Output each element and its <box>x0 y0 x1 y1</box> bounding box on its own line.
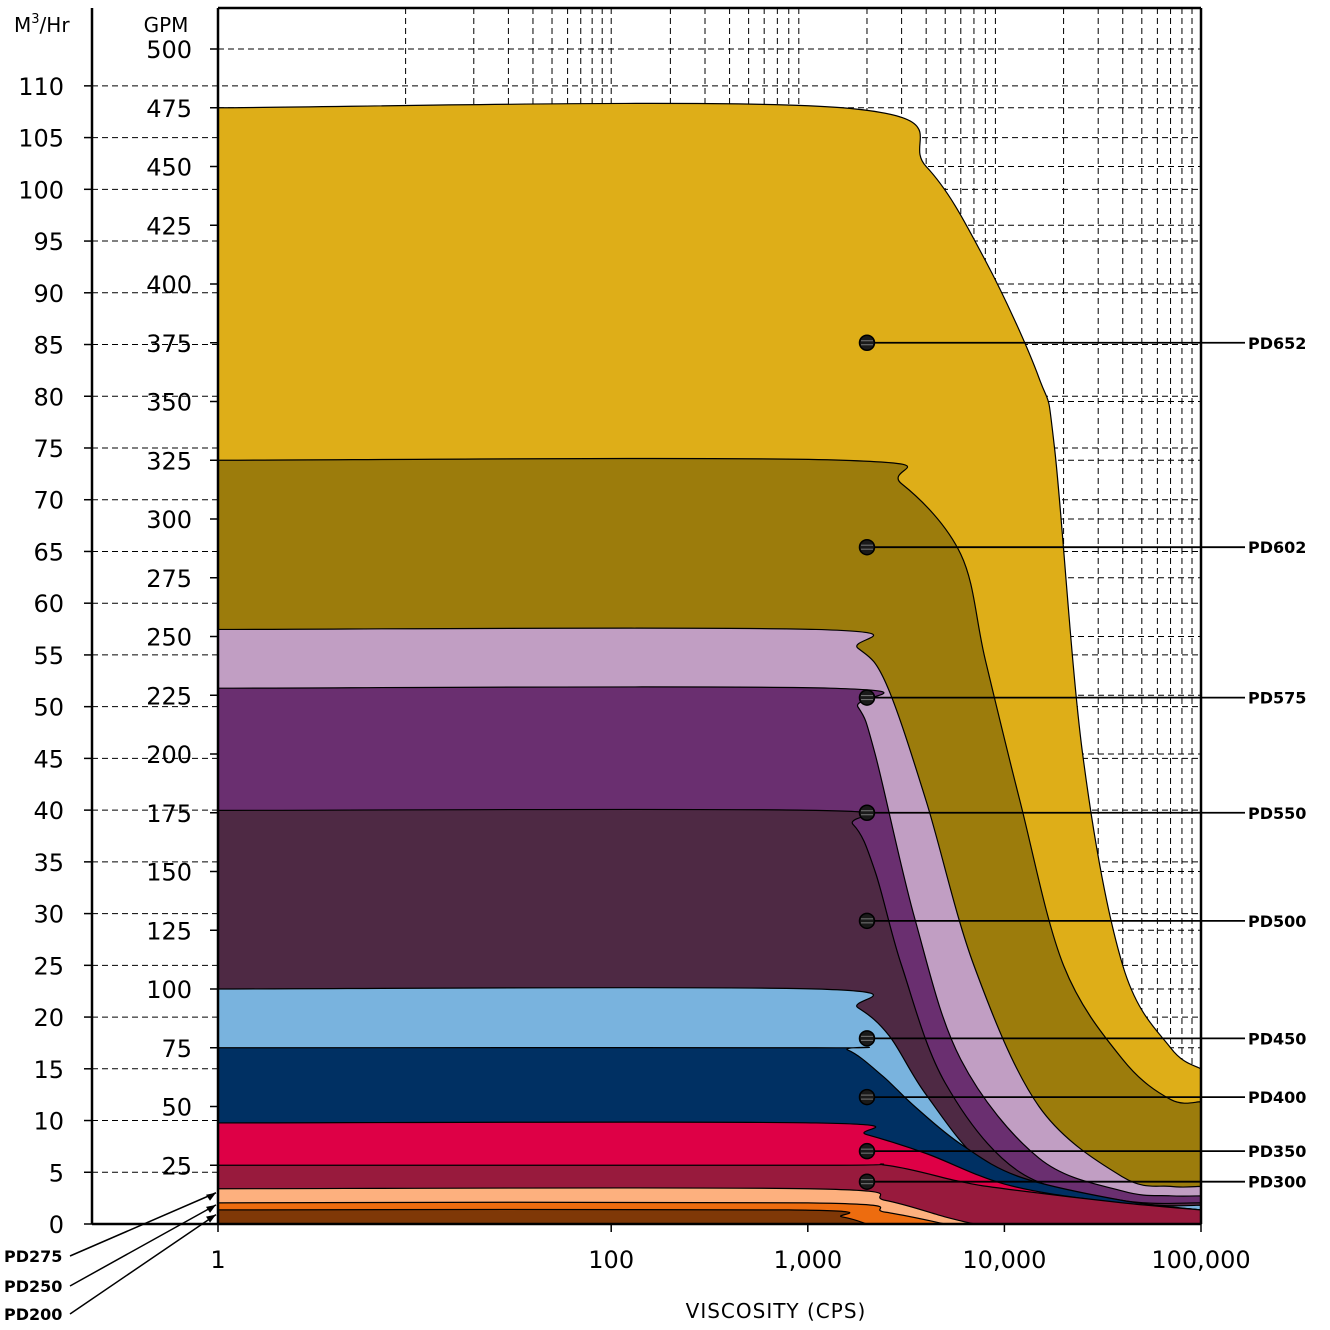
marker-pd350 <box>858 1142 876 1160</box>
m3hr-tick-label: 65 <box>33 538 64 566</box>
marker-pd450 <box>858 1030 876 1047</box>
marker-dot <box>858 804 876 821</box>
m3hr-tick-label: 35 <box>33 849 64 877</box>
m3hr-tick-label: 100 <box>18 176 64 204</box>
gpm-tick-label: 50 <box>161 1094 192 1122</box>
marker-dot <box>858 1142 876 1160</box>
gpm-tick-label: 25 <box>161 1152 192 1180</box>
label-pd200: PD200 <box>4 1305 62 1324</box>
gpm-tick-label: 200 <box>146 741 192 769</box>
leader-pd200 <box>69 1213 217 1315</box>
m3hr-tick-label: 20 <box>33 1004 64 1032</box>
m3hr-tick-label: 105 <box>18 125 64 153</box>
m3hr-tick-label: 25 <box>33 952 64 980</box>
marker-dot <box>858 538 876 556</box>
gpm-tick-label: 500 <box>146 36 192 64</box>
gpm-tick-label: 300 <box>146 506 192 534</box>
marker-pd500 <box>858 912 876 930</box>
gpm-tick-label: 425 <box>146 212 192 240</box>
m3hr-tick-label: 80 <box>33 383 64 411</box>
label-pd450: PD450 <box>1248 1029 1306 1048</box>
gpm-tick-label: 400 <box>146 271 192 299</box>
marker-dot <box>858 912 876 930</box>
m3hr-tick-label: 60 <box>33 590 64 618</box>
gpm-tick-label: 150 <box>146 859 192 887</box>
marker-pd602 <box>858 538 876 556</box>
x-axis: 1 100 1,000 10,000 100,000 <box>210 1224 1251 1274</box>
label-pd400: PD400 <box>1248 1088 1306 1107</box>
m3hr-tick-label: 70 <box>33 487 64 515</box>
x-tick-label: 1,000 <box>773 1246 842 1274</box>
gpm-tick-label: 325 <box>146 447 192 475</box>
gpm-tick-label: 350 <box>146 389 192 417</box>
m3hr-tick-label: 90 <box>33 280 64 308</box>
gpm-tick-label: 250 <box>146 624 192 652</box>
label-pd550: PD550 <box>1248 804 1306 823</box>
gpm-axis-title: GPM <box>144 13 189 37</box>
m3hr-axis: 0 5 10 15 20 25 30 35 40 45 50 55 60 65 70 75 80 85 90 95 10… <box>18 73 92 1239</box>
label-pd602: PD602 <box>1248 538 1306 557</box>
gpm-tick-label: 100 <box>146 976 192 1004</box>
m3hr-tail: /Hr <box>40 13 71 37</box>
m3hr-tick-label: 30 <box>33 901 64 929</box>
label-pd575: PD575 <box>1248 689 1306 708</box>
m3hr-tick-label: 75 <box>33 435 64 463</box>
gpm-axis: 25 50 75 100 125 150 175 200 225 250 275 300 325 350 3… <box>146 36 218 1180</box>
m3hr-tick-label: 50 <box>33 694 64 722</box>
gpm-tick-label: 125 <box>146 917 192 945</box>
area-pd200 <box>217 1208 868 1225</box>
leader-pd275 <box>69 1192 217 1257</box>
m3hr-tick-label: 45 <box>33 745 64 773</box>
gpm-tick-label: 275 <box>146 565 192 593</box>
marker-dot <box>858 334 876 351</box>
marker-pd652 <box>858 334 876 351</box>
label-pd300: PD300 <box>1248 1173 1306 1192</box>
arrowhead-pd200 <box>206 1214 216 1223</box>
x-tick-label: 10,000 <box>962 1246 1046 1274</box>
marker-pd300 <box>858 1173 876 1190</box>
arrowhead-pd275 <box>206 1192 216 1201</box>
marker-dot <box>858 1088 876 1106</box>
marker-dot <box>858 1030 876 1047</box>
m3hr-tick-label: 40 <box>33 797 64 825</box>
m3hr-main: M <box>14 13 31 37</box>
series-markers <box>858 334 1245 1190</box>
gpm-tick-label: 475 <box>146 95 192 123</box>
marker-pd400 <box>858 1088 876 1106</box>
m3hr-sup: 3 <box>31 12 39 27</box>
m3hr-tick-label: 0 <box>49 1211 64 1239</box>
m3hr-tick-label: 110 <box>18 73 64 101</box>
m3hr-tick-label: 10 <box>33 1108 64 1136</box>
x-tick-label: 1 <box>210 1246 225 1274</box>
label-pd250: PD250 <box>4 1277 62 1296</box>
x-tick-label: 100,000 <box>1151 1246 1250 1274</box>
label-pd500: PD500 <box>1248 912 1306 931</box>
label-pd275: PD275 <box>4 1247 62 1266</box>
marker-pd575 <box>858 689 876 706</box>
gpm-tick-label: 450 <box>146 154 192 182</box>
gpm-tick-label: 175 <box>146 800 192 828</box>
marker-pd550 <box>858 804 876 821</box>
m3hr-axis-title: M3/Hr <box>14 12 70 37</box>
series-areas <box>217 102 1202 1225</box>
arrowhead-pd250 <box>206 1204 216 1213</box>
m3hr-tick-label: 5 <box>49 1159 64 1187</box>
leader-pd250 <box>69 1204 217 1287</box>
x-axis-title: VISCOSITY (CPS) <box>686 1299 867 1323</box>
marker-dot <box>858 1173 876 1190</box>
label-pd350: PD350 <box>1248 1142 1306 1161</box>
gpm-tick-label: 375 <box>146 330 192 358</box>
series-labels: PD652 PD602 PD575 PD550 PD500 PD450 PD400 PD350… <box>4 334 1306 1324</box>
m3hr-tick-label: 55 <box>33 642 64 670</box>
marker-dot <box>858 689 876 706</box>
m3hr-tick-label: 85 <box>33 332 64 360</box>
m3hr-tick-label: 95 <box>33 228 64 256</box>
plot-frame <box>90 6 1203 1226</box>
m3hr-tick-label: 15 <box>33 1056 64 1084</box>
gpm-tick-label: 75 <box>161 1035 192 1063</box>
label-pd652: PD652 <box>1248 334 1306 353</box>
x-tick-label: 100 <box>588 1246 634 1274</box>
gpm-tick-label: 225 <box>146 682 192 710</box>
